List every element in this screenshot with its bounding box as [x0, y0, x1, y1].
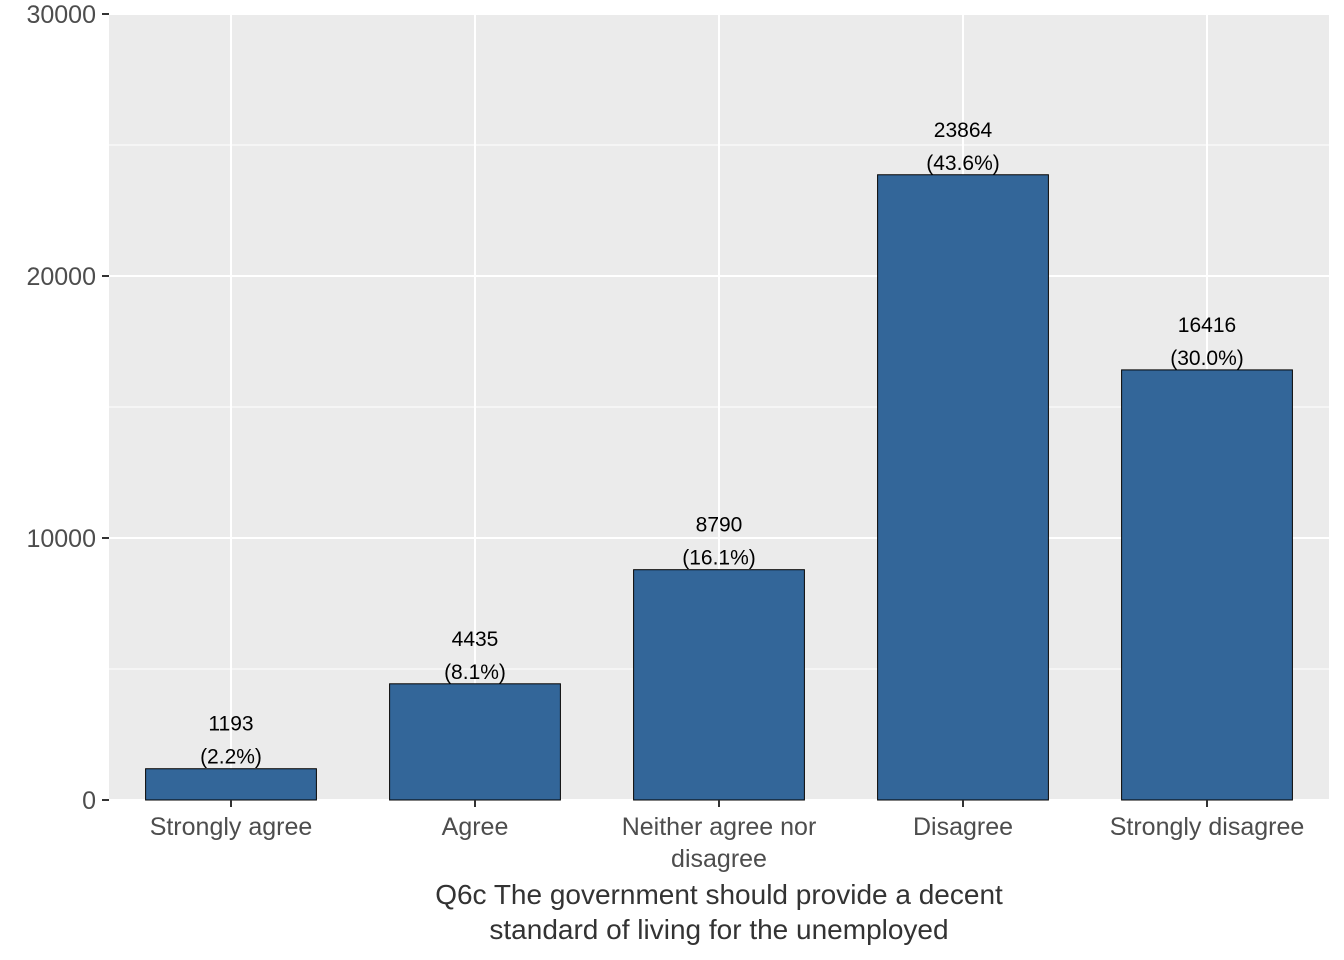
x-axis-title: Q6c The government should provide a dece… [435, 879, 1003, 945]
data-label-count: 1193 [208, 713, 253, 736]
bars [145, 174, 1293, 801]
data-label-count: 23864 [934, 119, 993, 142]
data-label-percent: (30.0%) [1170, 347, 1244, 370]
x-axis-title-line: Q6c The government should provide a dece… [435, 879, 1003, 910]
data-label-count: 4435 [452, 628, 499, 651]
data-label-percent: (8.1%) [444, 661, 506, 684]
x-tick-label: Agree [442, 813, 509, 841]
data-label-percent: (2.2%) [200, 746, 262, 769]
x-tick-label: Strongly disagree [1110, 813, 1305, 841]
x-axis-title-line: standard of living for the unemployed [489, 914, 948, 945]
y-tick-label: 30000 [26, 1, 96, 29]
x-tick-label: Strongly agree [150, 813, 313, 841]
data-label-count: 8790 [696, 514, 743, 537]
y-tick-label: 10000 [26, 525, 96, 553]
x-tick-label-line: Strongly agree [150, 813, 313, 841]
x-tick-label-line: Strongly disagree [1110, 813, 1305, 841]
bar [389, 683, 561, 801]
data-labels: 1193 (2.2%) 4435 (8.1%) 8790 (16.1%) 23864 (43.… [200, 119, 1244, 769]
data-label-percent: (16.1%) [682, 547, 756, 570]
data-label-percent: (43.6%) [926, 152, 1000, 175]
bar [633, 569, 805, 801]
data-label-count: 16416 [1178, 314, 1236, 337]
x-tick-label: Neither agree nor disagree [622, 813, 817, 873]
x-tick-label-line: disagree [671, 845, 767, 873]
bar [1121, 369, 1293, 801]
x-tick-label-line: Neither agree nor [622, 813, 817, 841]
x-tick-label-line: Agree [442, 813, 509, 841]
x-axis: Strongly agree Agree Neither agree nor disa… [150, 800, 1305, 873]
y-axis: 0 10000 20000 30000 [26, 1, 109, 815]
y-tick-label: 0 [82, 787, 96, 815]
bar [145, 768, 317, 801]
bar [877, 174, 1049, 801]
x-tick-label-line: Disagree [913, 813, 1013, 841]
x-tick-label: Disagree [913, 813, 1013, 841]
y-tick-label: 20000 [26, 263, 96, 291]
